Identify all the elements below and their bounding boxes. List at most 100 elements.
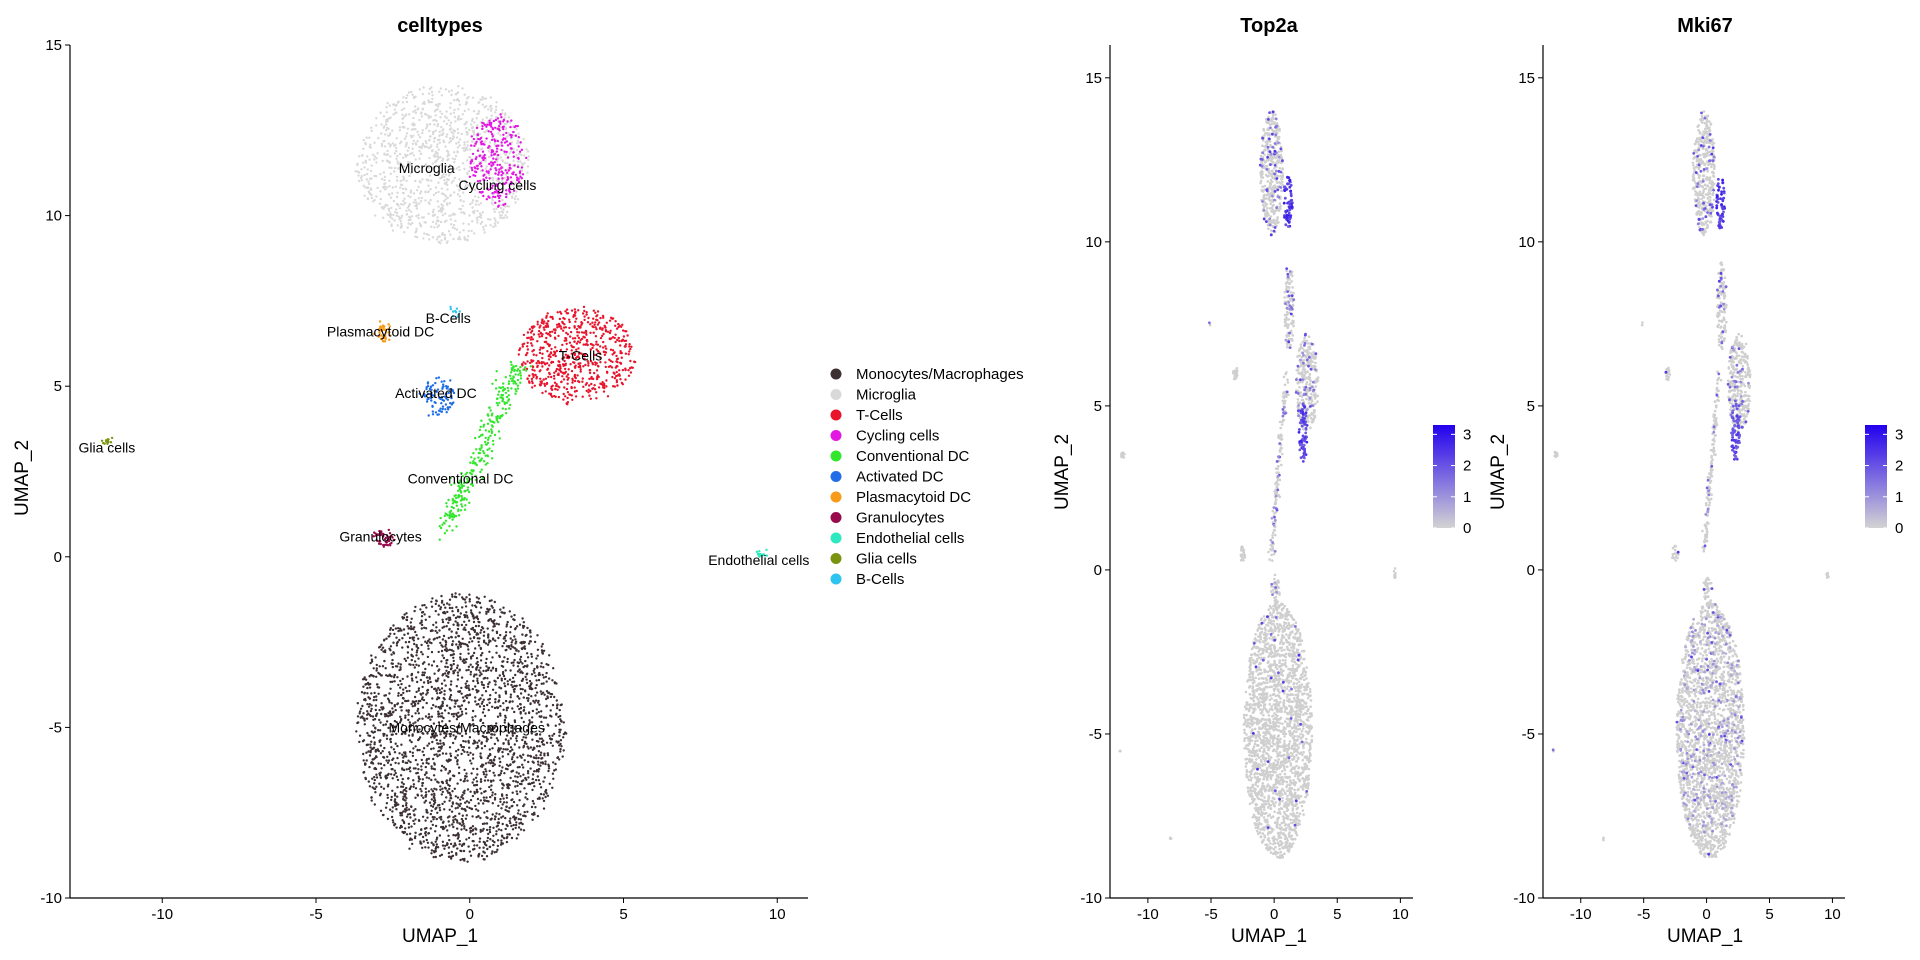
cell-point [393, 144, 396, 147]
cell-point [408, 208, 411, 212]
cell-point [512, 753, 516, 756]
cell-point [502, 641, 506, 645]
cell-point [519, 692, 523, 695]
cell-point [542, 682, 545, 685]
cell-point [553, 331, 557, 335]
cell-point [496, 824, 500, 827]
cell-point [365, 136, 368, 139]
cell-point [410, 715, 414, 718]
cell-point [476, 767, 479, 771]
cell-point [404, 804, 408, 807]
cell-point [489, 661, 493, 664]
cell-point [432, 855, 435, 859]
cell-point [505, 216, 509, 219]
cell-point [415, 663, 418, 666]
cell-point [457, 508, 460, 511]
cell-point [509, 360, 513, 364]
cell-point [426, 691, 429, 694]
cell-point [505, 192, 508, 196]
cell-point [549, 737, 552, 740]
cell-point [411, 221, 414, 225]
cell-point [561, 321, 565, 325]
cell-point [384, 182, 387, 185]
cell-point [536, 665, 539, 669]
cell-point [471, 640, 474, 643]
cell-point [384, 667, 387, 670]
cell-point [463, 825, 466, 828]
cell-point [416, 646, 420, 650]
cell-point [532, 746, 536, 749]
cell-point [514, 195, 517, 198]
cell-point [465, 772, 468, 775]
cell-point [404, 187, 407, 190]
cell-point [393, 798, 397, 801]
cell-point [395, 826, 398, 829]
cell-point [424, 191, 427, 194]
cell-point [445, 780, 448, 783]
cell-point [525, 652, 529, 655]
cell-point [471, 201, 474, 204]
cell-point [479, 631, 482, 634]
cell-point [558, 723, 561, 726]
cell-point [517, 833, 520, 836]
cell-point [395, 157, 398, 160]
cell-point [517, 157, 520, 160]
cell-point [511, 798, 514, 801]
cell-point [481, 651, 484, 655]
cell-point [481, 150, 485, 153]
cell-point [462, 849, 466, 853]
cell-point [400, 108, 404, 112]
cell-point [431, 740, 434, 744]
cell-point [442, 766, 446, 769]
cell-point [416, 794, 420, 797]
cell-point [395, 214, 399, 217]
cell-point [624, 330, 627, 333]
cell-point [488, 728, 491, 731]
cell-point [573, 308, 577, 311]
cell-point [476, 797, 480, 801]
cell-point [523, 803, 526, 806]
cell-point [454, 750, 458, 753]
cell-point [614, 333, 617, 336]
cell-point [470, 123, 473, 126]
cell-point [394, 146, 398, 150]
cell-point [440, 853, 444, 856]
cell-point [480, 419, 483, 422]
cell-point [513, 628, 517, 631]
cell-point [433, 734, 437, 737]
cell-point [437, 712, 440, 716]
cell-point [462, 191, 465, 194]
cell-point [483, 790, 486, 793]
cell-point [495, 169, 498, 172]
cell-point [514, 181, 517, 184]
cell-point [462, 822, 465, 826]
cell-point [545, 697, 548, 701]
cell-point [448, 855, 451, 858]
cell-point [503, 116, 506, 120]
cell-point [487, 636, 490, 639]
cell-point [564, 395, 567, 398]
cell-point [532, 724, 535, 728]
cell-point [482, 677, 485, 680]
cell-point [519, 821, 523, 824]
cell-point [551, 786, 554, 789]
cell-point [624, 368, 627, 372]
cell-point [616, 384, 619, 387]
cell-point [487, 130, 490, 133]
cell-point [472, 133, 476, 136]
cell-point [435, 626, 438, 629]
cell-point [513, 719, 516, 722]
cell-point [421, 692, 425, 695]
cell-point [515, 127, 518, 131]
cell-point [391, 806, 394, 809]
cell-point [399, 225, 402, 229]
cell-point [452, 670, 455, 673]
cell-point [428, 715, 431, 719]
cell-point [397, 629, 400, 633]
cell-point [436, 846, 440, 849]
cell-point [514, 382, 518, 385]
cell-point [451, 213, 455, 216]
cell-point [509, 776, 512, 780]
cell-point [375, 667, 378, 670]
cell-point [523, 162, 526, 165]
